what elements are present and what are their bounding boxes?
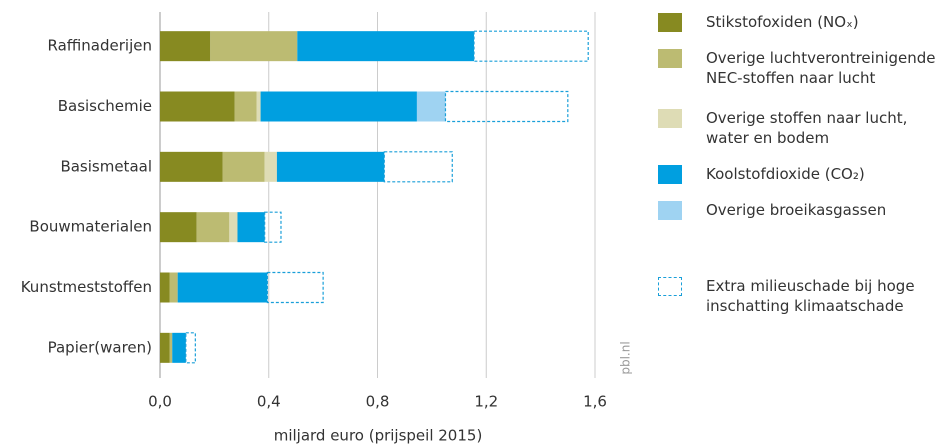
legend-item: Koolstofdioxide (CO₂) — [658, 164, 950, 184]
bar-segment — [297, 31, 475, 62]
legend-swatch — [658, 13, 682, 32]
bar-segment — [169, 272, 178, 303]
bar-segment — [185, 332, 196, 364]
bar-segment — [160, 151, 223, 182]
y-tick-label: Raffinaderijen — [48, 37, 152, 55]
legend-swatch — [658, 165, 682, 184]
legend-item: Extra milieuschade bij hoge inschatting … — [658, 276, 950, 316]
bar-segment — [264, 151, 277, 182]
legend-swatch — [658, 49, 682, 68]
legend-label: Extra milieuschade bij hoge inschatting … — [706, 277, 915, 315]
y-tick-label: Kunstmeststoffen — [21, 278, 152, 296]
bar-segment — [160, 332, 170, 363]
bar-segment — [234, 91, 257, 122]
legend-item: Overige broeikasgassen — [658, 200, 950, 220]
bar-segment — [160, 212, 197, 243]
bar-segment — [160, 272, 170, 303]
bar-segment — [473, 30, 589, 62]
bar-segment — [256, 91, 261, 122]
bar-segment — [210, 31, 298, 62]
legend-label: Overige stoffen naar lucht, water en bod… — [706, 109, 908, 147]
x-axis-label: miljard euro (prijspeil 2015) — [274, 427, 483, 444]
legend-swatch — [658, 201, 682, 220]
bar-segment — [160, 31, 211, 62]
x-tick-label: 0,4 — [257, 393, 281, 411]
legend-label: Stikstofoxiden (NOₓ) — [706, 13, 859, 31]
bar-segment — [444, 90, 569, 123]
bar-segment — [229, 212, 238, 243]
legend-label: Koolstofdioxide (CO₂) — [706, 165, 865, 183]
bar-segment — [172, 332, 186, 363]
y-tick-label: Basismetaal — [60, 157, 152, 175]
x-tick-label: 1,6 — [583, 393, 607, 411]
legend-swatch — [658, 277, 682, 296]
legend-item: Stikstofoxiden (NOₓ) — [658, 12, 950, 32]
x-tick-label: 0,0 — [148, 393, 172, 411]
legend-item: Overige luchtverontreinigende NEC-stoffe… — [658, 48, 950, 88]
x-tick-label: 1,2 — [474, 393, 498, 411]
bar-segment — [169, 332, 173, 363]
bar-segment — [383, 151, 453, 183]
legend-label: Overige luchtverontreinigende NEC-stoffe… — [706, 49, 936, 87]
bar-segment — [222, 151, 265, 182]
watermark: pbl.nl — [619, 341, 633, 374]
y-tick-label: Basischemie — [58, 97, 152, 115]
bar-segment — [177, 272, 268, 303]
legend-swatch — [658, 109, 682, 128]
y-tick-label: Bouwmaterialen — [29, 218, 152, 236]
bar-segment — [237, 212, 265, 243]
bar-segment — [276, 151, 385, 182]
bar-segment — [196, 212, 230, 243]
legend-label: Overige broeikasgassen — [706, 201, 887, 219]
bar-segment — [264, 211, 282, 243]
bar-segment — [160, 91, 235, 122]
legend-item: Overige stoffen naar lucht, water en bod… — [658, 108, 950, 148]
y-tick-label: Papier(waren) — [48, 338, 152, 356]
bar-segment — [266, 271, 324, 304]
bar-segment — [260, 91, 417, 122]
bar-segment — [416, 91, 446, 122]
x-tick-label: 0,8 — [366, 393, 390, 411]
